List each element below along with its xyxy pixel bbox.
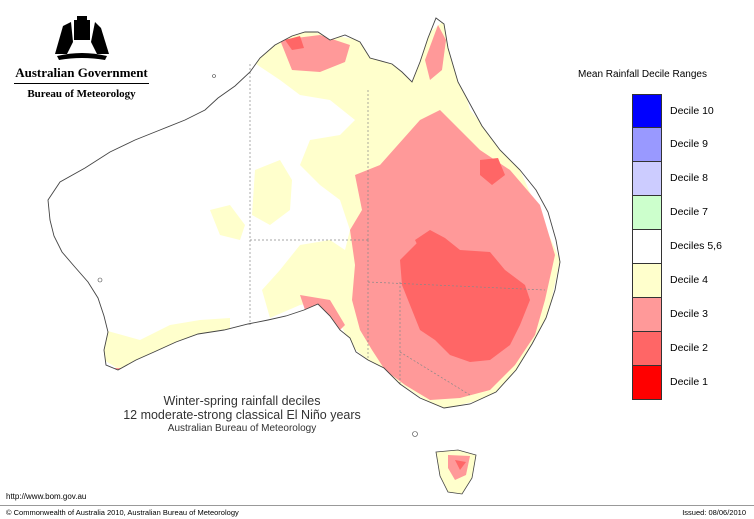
- caption-line-1: Winter-spring rainfall deciles: [163, 394, 321, 408]
- legend-swatch: Decile 1: [632, 366, 708, 400]
- footer-bar: © Commonwealth of Australia 2010, Austra…: [0, 505, 754, 519]
- legend-label: Deciles 5,6: [670, 240, 722, 252]
- map-caption: Winter-spring rainfall deciles 12 modera…: [112, 394, 372, 434]
- legend-label: Decile 9: [670, 138, 708, 150]
- legend-swatch: Decile 7: [632, 196, 708, 230]
- copyright-text: © Commonwealth of Australia 2010, Austra…: [6, 508, 239, 517]
- legend-label: Decile 1: [670, 376, 708, 388]
- legend-swatch: Decile 8: [632, 162, 708, 196]
- legend-label: Decile 8: [670, 172, 708, 184]
- legend-swatch: Decile 10: [632, 94, 714, 128]
- bom-logo-block: Australian Government Bureau of Meteorol…: [14, 14, 149, 100]
- legend-label: Decile 4: [670, 274, 708, 286]
- coat-of-arms-icon: [54, 16, 109, 60]
- caption-line-2: 12 moderate-strong classical El Niño yea…: [123, 408, 361, 422]
- issued-date: Issued: 08/06/2010: [682, 508, 746, 517]
- legend-label: Decile 7: [670, 206, 708, 218]
- legend-swatch: Decile 4: [632, 264, 708, 298]
- legend-label: Decile 10: [670, 105, 714, 117]
- government-name: Australian Government: [15, 65, 148, 80]
- legend-swatch: Deciles 5,6: [632, 230, 722, 264]
- header-rule: [14, 83, 149, 84]
- legend-label: Decile 3: [670, 308, 708, 320]
- legend-swatch: Decile 3: [632, 298, 708, 332]
- bureau-name: Bureau of Meteorology: [27, 88, 136, 100]
- legend-swatch: Decile 2: [632, 332, 708, 366]
- legend-swatch: Decile 9: [632, 128, 708, 162]
- legend: Decile 10 Decile 9 Decile 8 Decile 7 Deciles…: [632, 94, 738, 400]
- legend-label: Decile 2: [670, 342, 708, 354]
- caption-line-3: Australian Bureau of Meteorology: [167, 423, 317, 434]
- website-url: http://www.bom.gov.au: [6, 492, 87, 501]
- legend-title: Mean Rainfall Decile Ranges: [578, 69, 707, 80]
